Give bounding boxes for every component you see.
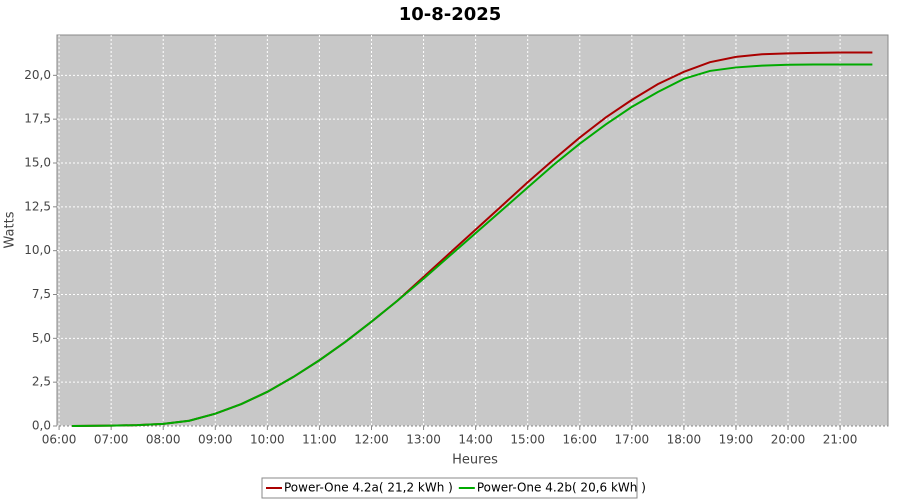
legend-label: Power-One 4.2b( 20,6 kWh )	[477, 481, 646, 495]
x-tick-label: 15:00	[510, 433, 545, 447]
x-tick-label: 14:00	[458, 433, 493, 447]
x-tick-label: 18:00	[667, 433, 702, 447]
x-tick-label: 17:00	[615, 433, 650, 447]
x-tick-label: 12:00	[354, 433, 389, 447]
y-tick-label: 17,5	[24, 112, 51, 126]
x-tick-label: 19:00	[719, 433, 754, 447]
x-tick-label: 06:00	[42, 433, 77, 447]
x-tick-label: 09:00	[198, 433, 233, 447]
y-tick-label: 20,0	[24, 68, 51, 82]
x-tick-label: 07:00	[94, 433, 129, 447]
y-tick-label: 10,0	[24, 243, 51, 257]
y-axis-label: Watts	[3, 211, 18, 248]
x-tick-label: 16:00	[562, 433, 597, 447]
y-tick-label: 15,0	[24, 155, 51, 169]
x-tick-label: 21:00	[823, 433, 858, 447]
y-tick-label: 2,5	[32, 375, 51, 389]
chart-title: 10-8-2025	[399, 4, 502, 25]
legend	[261, 477, 638, 499]
x-tick-label: 11:00	[302, 433, 337, 447]
y-tick-label: 7,5	[32, 287, 51, 301]
plot-area	[56, 34, 889, 427]
x-tick-label: 10:00	[250, 433, 285, 447]
y-tick-label: 12,5	[24, 199, 51, 213]
x-tick-label: 20:00	[771, 433, 806, 447]
series-line	[72, 63, 873, 427]
x-tick-label: 13:00	[406, 433, 441, 447]
y-tick-label: 0,0	[32, 419, 51, 433]
y-tick-label: 5,0	[32, 331, 51, 345]
x-tick-label: 08:00	[146, 433, 181, 447]
legend-label: Power-One 4.2a( 21,2 kWh )	[284, 481, 453, 495]
x-axis-label: Heures	[452, 453, 498, 468]
